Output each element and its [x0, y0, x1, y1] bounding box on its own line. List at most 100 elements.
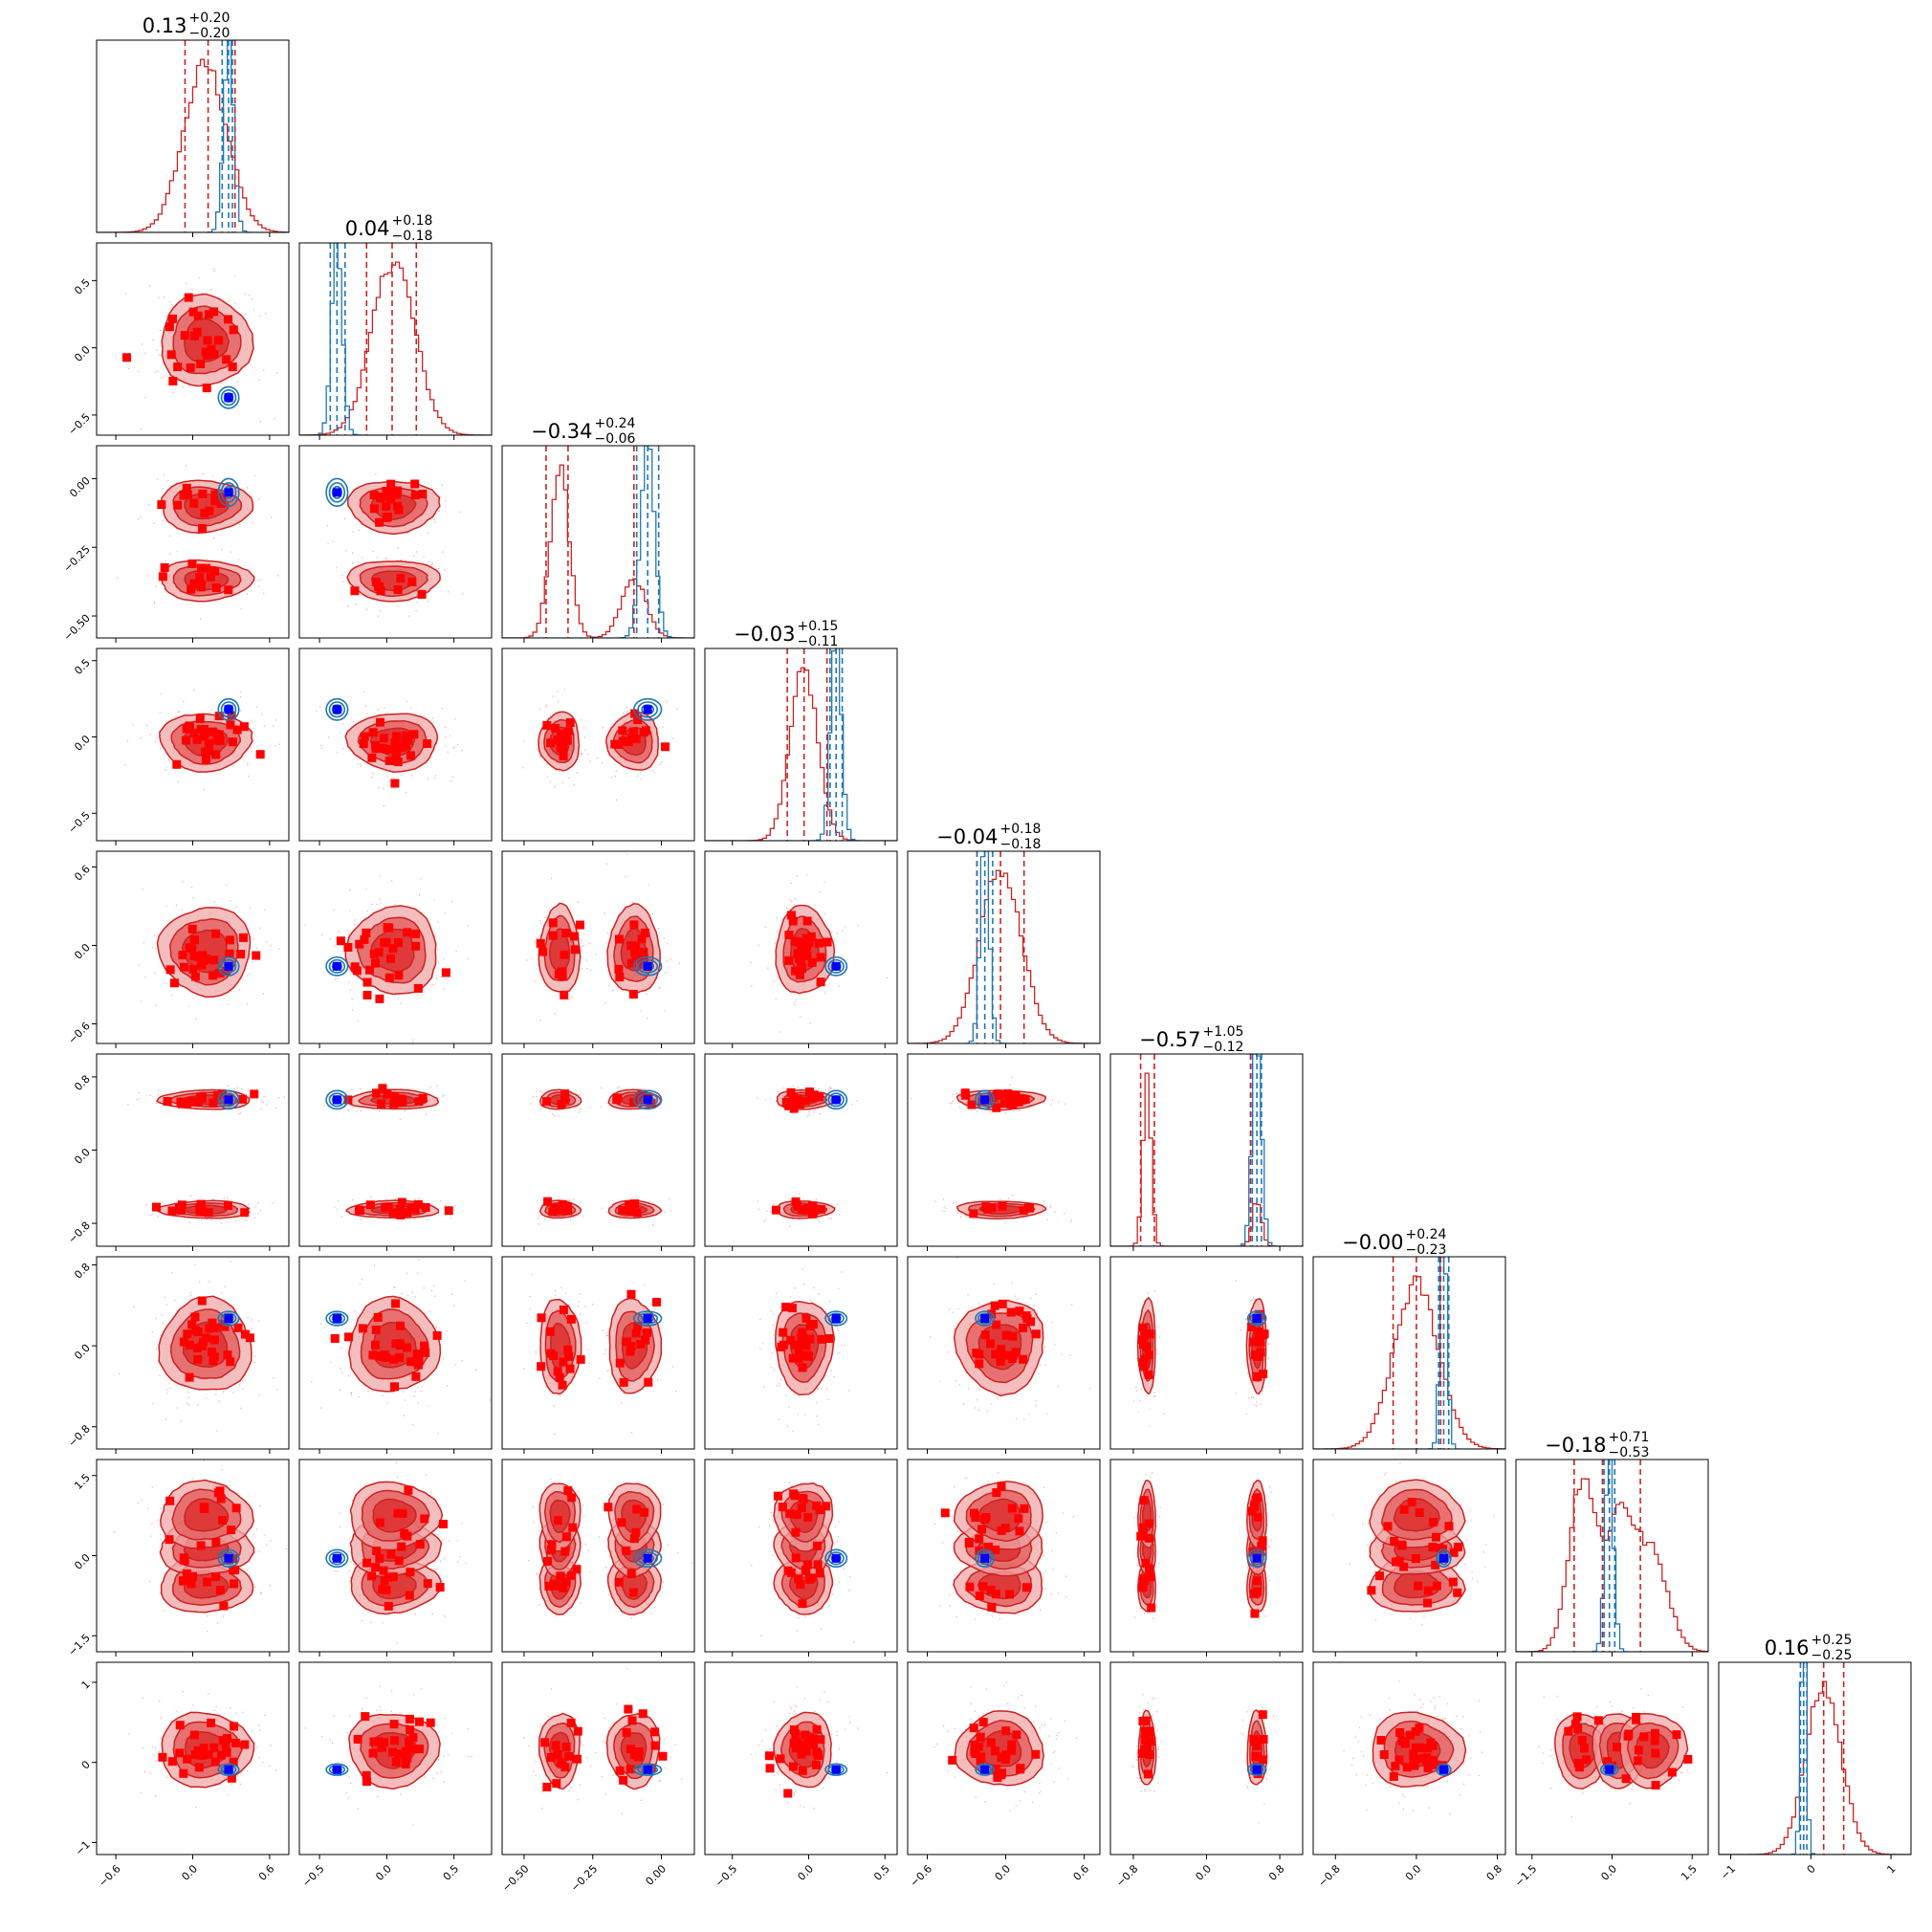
red-marker — [204, 738, 213, 748]
red-marker — [1593, 1716, 1603, 1725]
red-marker — [1258, 1536, 1267, 1546]
red-marker — [362, 977, 372, 987]
red-marker — [559, 752, 568, 761]
blue-contour — [827, 958, 845, 974]
red-marker — [389, 1382, 399, 1392]
red-marker — [797, 1337, 806, 1347]
red-marker — [167, 314, 177, 323]
red-marker — [971, 1748, 980, 1758]
y-tick-label: 1 — [79, 1679, 93, 1692]
red-marker — [198, 524, 208, 534]
red-marker — [791, 1527, 801, 1537]
red-marker — [628, 1588, 638, 1597]
red-marker — [776, 1754, 785, 1764]
red-marker — [561, 1743, 571, 1752]
red-marker — [626, 1745, 635, 1754]
red-marker — [1417, 1754, 1427, 1764]
red-marker — [980, 1330, 990, 1340]
x-tick-label: 0.0 — [993, 1862, 1014, 1883]
histogram-panel-2 — [299, 243, 492, 435]
blue-contour — [633, 697, 663, 721]
red-marker — [181, 735, 190, 745]
red-marker — [1146, 1572, 1155, 1582]
red-marker — [969, 1209, 978, 1218]
red-marker — [168, 376, 178, 385]
red-marker — [177, 1099, 187, 1109]
panel-frame — [907, 1256, 1101, 1450]
red-marker — [1394, 1556, 1404, 1566]
red-marker — [179, 491, 188, 500]
red-marker — [652, 1298, 662, 1307]
red-marker — [396, 1204, 406, 1214]
red-marker — [641, 1335, 650, 1345]
y-tick-label: 0.5 — [72, 656, 93, 677]
red-marker — [1015, 1306, 1024, 1316]
y-tick-label: 0.0 — [72, 1146, 93, 1167]
red-marker — [1138, 1583, 1148, 1592]
param-title-minus-1: −0.20 — [189, 26, 231, 41]
red-marker — [1007, 1353, 1017, 1363]
red-marker — [413, 1199, 423, 1209]
red-marker — [240, 1329, 250, 1339]
red-marker — [545, 1327, 555, 1336]
red-marker — [198, 951, 208, 960]
red-marker — [1573, 1723, 1583, 1733]
red-marker — [1432, 1581, 1441, 1591]
red-marker — [203, 1577, 212, 1587]
red-marker — [1423, 1586, 1433, 1595]
red-marker — [1144, 1533, 1153, 1543]
red-marker — [1137, 1748, 1147, 1758]
y-tick-label: 0 — [79, 1758, 93, 1771]
red-marker — [789, 1738, 799, 1747]
red-marker — [173, 500, 183, 510]
red-marker — [190, 972, 200, 981]
red-marker — [1399, 1504, 1409, 1514]
red-marker — [556, 729, 565, 738]
red-marker — [816, 1735, 825, 1745]
red-marker — [404, 735, 413, 745]
red-marker — [1019, 1206, 1028, 1216]
red-marker — [355, 939, 364, 949]
contour-panel-1-3 — [117, 465, 279, 620]
red-marker — [121, 353, 131, 362]
blue-marker — [224, 1765, 233, 1774]
blue-contour — [637, 1312, 659, 1325]
red-marker — [1449, 1548, 1459, 1557]
red-marker — [380, 734, 389, 743]
red-marker — [187, 584, 196, 594]
red-marker — [1259, 1330, 1268, 1340]
red-marker — [802, 951, 812, 960]
panel-frame — [704, 1053, 898, 1247]
x-tick-label: 1.5 — [1679, 1862, 1700, 1883]
red-marker — [626, 1347, 635, 1356]
red-marker — [809, 1207, 819, 1217]
red-marker — [791, 1553, 801, 1563]
red-marker — [553, 735, 562, 745]
red-marker — [218, 1089, 228, 1099]
red-marker — [812, 1501, 822, 1510]
red-marker — [808, 1320, 818, 1329]
red-marker — [373, 1312, 383, 1322]
red-marker — [1429, 1517, 1438, 1526]
red-marker — [568, 1523, 578, 1532]
red-marker — [415, 1717, 425, 1726]
param-title-plus-1: +0.20 — [189, 11, 231, 26]
blue-contour — [220, 481, 237, 503]
red-marker — [1001, 1726, 1011, 1736]
red-marker — [421, 1348, 430, 1357]
red-marker — [1672, 1730, 1681, 1740]
blue-contour — [220, 388, 237, 406]
red-marker — [644, 1377, 653, 1387]
red-marker — [1651, 1728, 1660, 1738]
red-marker — [1376, 1736, 1386, 1745]
red-marker — [1249, 1734, 1259, 1744]
contour-panel-3-5 — [526, 853, 680, 1021]
red-marker — [570, 945, 580, 955]
red-marker — [360, 732, 369, 741]
red-marker — [996, 1356, 1005, 1366]
red-marker — [160, 562, 169, 572]
red-marker — [624, 1704, 633, 1714]
red-marker — [1650, 1736, 1659, 1745]
red-marker — [1254, 1337, 1263, 1347]
red-marker — [204, 1749, 213, 1759]
